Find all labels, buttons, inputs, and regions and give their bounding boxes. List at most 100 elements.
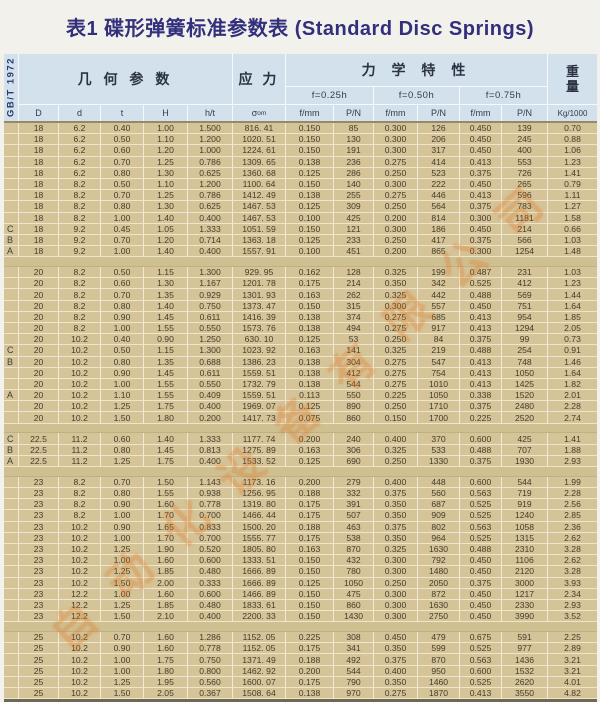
cell-p050: 872 (418, 588, 459, 600)
cell-p050: 547 (418, 356, 459, 368)
cell-ht: 0.700 (188, 532, 232, 544)
cell-grade (4, 145, 18, 157)
cell-ht: 1.200 (188, 178, 232, 191)
cell-ht: 1.167 (188, 278, 232, 290)
cell-p025: 121 (334, 223, 373, 235)
cell-f025: 0.150 (286, 178, 333, 191)
cell-d: 9.2 (59, 223, 100, 235)
cell-ht: 0.333 (188, 577, 232, 589)
cell-f075: 0.375 (460, 167, 501, 179)
table-row: 18 8.2 0.80 1.30 0.625 1467. 53 0.125 309 0.250 5… (4, 201, 597, 213)
cell-f075: 0.563 (460, 654, 501, 666)
cell-d: 10.2 (59, 367, 100, 379)
cell-D: 23 (19, 555, 58, 567)
cell-sigma: 1557. 91 (233, 246, 285, 258)
cell-sigma: 1559. 51 (233, 367, 285, 379)
table-row: 18 6.2 0.60 1.20 1.000 1224. 61 0.150 191 0.300 3… (4, 145, 597, 157)
cell-f025: 0.138 (286, 688, 333, 700)
cell-f075: 0.450 (460, 599, 501, 612)
cell-grade (4, 178, 18, 191)
column-header-p075: P/N (502, 105, 547, 121)
cell-p050: 687 (418, 499, 459, 511)
cell-f025: 0.175 (286, 278, 333, 290)
cell-kg: 1.44 (548, 289, 597, 301)
cell-f075: 0.338 (460, 390, 501, 402)
column-header-d: d (59, 105, 100, 121)
cell-H: 1.80 (144, 412, 187, 424)
cell-p025: 890 (334, 401, 373, 413)
cell-grade (4, 212, 18, 224)
cell-D: 23 (19, 521, 58, 533)
cell-p050: 417 (418, 234, 459, 247)
cell-kg: 4.01 (548, 676, 597, 688)
cell-t: 0.70 (101, 190, 143, 202)
cell-ht: 0.813 (188, 444, 232, 456)
cell-p025: 53 (334, 334, 373, 346)
column-header-H: H (144, 105, 187, 121)
cell-p050: 414 (418, 156, 459, 168)
standard-number-label: GB/T 1972 (4, 54, 18, 121)
cell-grade (4, 611, 18, 623)
cell-f025: 0.150 (286, 145, 333, 157)
cell-t: 1.25 (101, 455, 143, 468)
cell-grade: B (4, 444, 18, 456)
cell-grade (4, 510, 18, 522)
column-header-f050: f/mm (374, 105, 417, 121)
table-row: 18 6.2 0.50 1.10 1.200 1020. 51 0.150 130 0.300 2… (4, 134, 597, 146)
cell-D: 18 (19, 178, 58, 191)
cell-D: 23 (19, 510, 58, 522)
cell-t: 0.80 (101, 300, 143, 312)
cell-kg: 2.25 (548, 632, 597, 644)
cell-d: 9.2 (59, 234, 100, 247)
cell-grade: C (4, 345, 18, 357)
cell-p050: 917 (418, 322, 459, 335)
cell-d: 10.2 (59, 401, 100, 413)
cell-p075: 1532 (502, 665, 547, 677)
cell-d: 10.2 (59, 334, 100, 346)
cell-f075: 0.413 (460, 378, 501, 391)
cell-t: 1.00 (101, 246, 143, 258)
cell-p025: 544 (334, 665, 373, 677)
table-header: GB/T 1972 几 何 参 数 应 力 力 学 特 性 重 量 f=0.25… (4, 54, 597, 123)
cell-f050: 0.400 (374, 476, 417, 489)
cell-kg: 1.23 (548, 278, 597, 290)
cell-f075: 0.225 (460, 412, 501, 424)
table-row: 23 10.2 1.25 1.85 0.480 1666. 89 0.150 780 0.300… (4, 566, 597, 578)
cell-t: 1.50 (101, 412, 143, 424)
cell-p050: 222 (418, 178, 459, 191)
cell-f075: 0.450 (460, 611, 501, 623)
cell-p075: 3990 (502, 611, 547, 623)
cell-p050: 370 (418, 433, 459, 445)
cell-p075: 719 (502, 488, 547, 500)
cell-sigma: 1600. 07 (233, 676, 285, 688)
table-row: 25 10.2 0.70 1.60 1.286 1152. 05 0.225 308 0.450… (4, 632, 597, 644)
cell-d: 6.2 (59, 167, 100, 179)
cell-f050: 0.300 (374, 555, 417, 567)
cell-H: 1.45 (144, 311, 187, 323)
cell-p025: 860 (334, 412, 373, 424)
cell-D: 18 (19, 246, 58, 258)
cell-d: 8.2 (59, 212, 100, 224)
cell-d: 10.2 (59, 676, 100, 688)
cell-d: 8.2 (59, 201, 100, 213)
cell-grade (4, 278, 18, 290)
cell-p050: 186 (418, 223, 459, 235)
cell-sigma: 1417. 73 (233, 412, 285, 424)
cell-p050: 802 (418, 521, 459, 533)
cell-t: 0.70 (101, 289, 143, 301)
cell-sigma: 1805. 80 (233, 543, 285, 556)
column-header-t: t (101, 105, 143, 121)
cell-f050: 0.275 (374, 322, 417, 335)
cell-D: 18 (19, 156, 58, 168)
cell-H: 1.40 (144, 212, 187, 224)
cell-f025: 0.175 (286, 676, 333, 688)
table-row: 23 10.2 0.90 1.65 0.833 1500. 20 0.188 463 0.375… (4, 521, 597, 533)
cell-d: 8.2 (59, 278, 100, 290)
cell-grade (4, 643, 18, 655)
cell-d: 10.2 (59, 532, 100, 544)
cell-f075: 0.525 (460, 510, 501, 522)
cell-p075: 1181 (502, 212, 547, 224)
cell-p050: 1010 (418, 378, 459, 391)
cell-f025: 0.188 (286, 488, 333, 500)
cell-p075: 412 (502, 278, 547, 290)
